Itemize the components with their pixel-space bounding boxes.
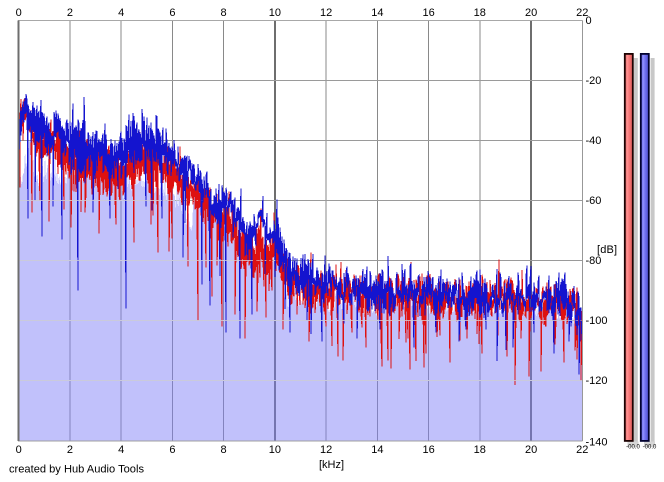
svg-text:-00.0: -00.0 — [626, 445, 640, 451]
svg-text:0: 0 — [16, 7, 22, 19]
svg-text:14: 14 — [371, 7, 383, 19]
svg-text:-20: -20 — [586, 75, 602, 87]
svg-text:8: 8 — [221, 7, 227, 19]
svg-text:-140: -140 — [586, 437, 608, 449]
svg-text:-120: -120 — [586, 375, 608, 387]
svg-text:22: 22 — [576, 444, 588, 456]
svg-text:14: 14 — [371, 444, 383, 456]
svg-text:12: 12 — [320, 7, 332, 19]
svg-text:22: 22 — [576, 7, 588, 19]
svg-text:16: 16 — [422, 7, 434, 19]
svg-text:-80: -80 — [586, 255, 602, 267]
svg-text:2: 2 — [67, 444, 73, 456]
svg-text:4: 4 — [118, 7, 124, 19]
svg-text:6: 6 — [169, 7, 175, 19]
svg-text:20: 20 — [525, 7, 537, 19]
svg-text:-00.0: -00.0 — [643, 445, 657, 451]
svg-text:10: 10 — [269, 7, 281, 19]
svg-text:20: 20 — [525, 444, 537, 456]
svg-text:-100: -100 — [586, 315, 608, 327]
svg-text:8: 8 — [221, 444, 227, 456]
svg-text:16: 16 — [422, 444, 434, 456]
svg-text:-40: -40 — [586, 135, 602, 147]
svg-text:created by Hub Audio Tools: created by Hub Audio Tools — [9, 464, 145, 476]
svg-text:18: 18 — [474, 444, 486, 456]
svg-text:4: 4 — [118, 444, 124, 456]
svg-text:6: 6 — [169, 444, 175, 456]
svg-text:12: 12 — [320, 444, 332, 456]
svg-text:[kHz]: [kHz] — [319, 459, 344, 471]
svg-text:0: 0 — [586, 15, 592, 27]
svg-text:2: 2 — [67, 7, 73, 19]
svg-text:[dB]: [dB] — [597, 244, 617, 256]
svg-text:0: 0 — [16, 444, 22, 456]
svg-text:-60: -60 — [586, 195, 602, 207]
svg-text:18: 18 — [474, 7, 486, 19]
svg-text:10: 10 — [269, 444, 281, 456]
